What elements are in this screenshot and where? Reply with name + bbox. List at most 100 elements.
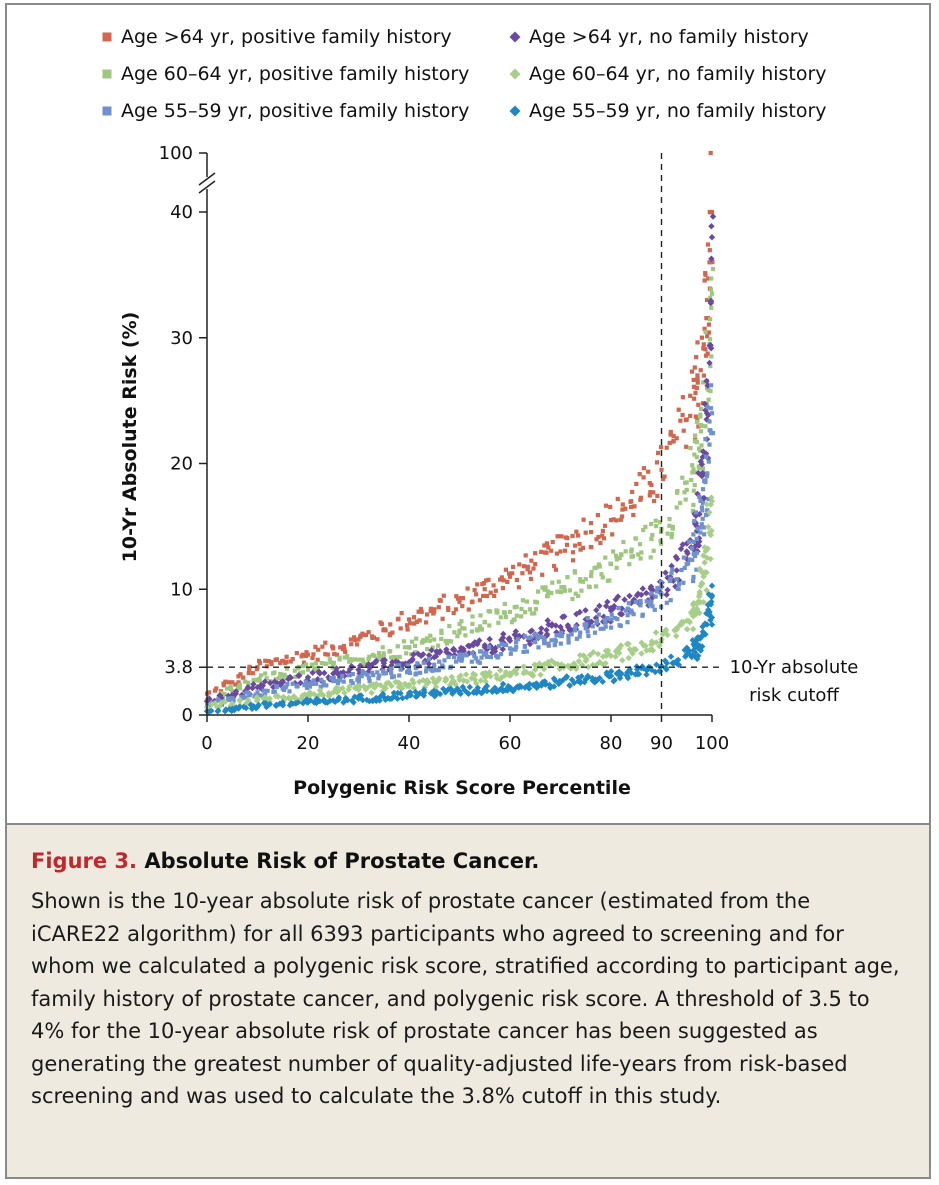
data-point bbox=[241, 675, 246, 680]
data-point bbox=[464, 689, 471, 697]
data-point bbox=[548, 657, 555, 664]
data-point bbox=[639, 585, 646, 592]
data-point bbox=[617, 642, 625, 649]
data-point bbox=[319, 677, 324, 683]
data-point bbox=[690, 546, 695, 551]
data-point bbox=[316, 647, 321, 652]
data-point bbox=[698, 498, 703, 504]
data-point bbox=[705, 471, 710, 476]
data-point bbox=[674, 577, 679, 582]
data-point bbox=[242, 679, 248, 684]
data-point bbox=[585, 663, 592, 671]
data-point bbox=[665, 531, 670, 536]
data-point bbox=[230, 689, 235, 694]
data-point bbox=[667, 440, 672, 445]
data-point bbox=[634, 666, 641, 673]
data-point bbox=[700, 487, 706, 492]
data-point bbox=[563, 548, 568, 553]
data-point bbox=[360, 669, 365, 674]
data-point bbox=[477, 677, 484, 684]
data-point bbox=[425, 652, 433, 659]
data-point bbox=[251, 677, 256, 682]
data-point bbox=[700, 467, 705, 472]
data-point bbox=[436, 668, 441, 673]
data-point bbox=[545, 594, 550, 599]
data-point bbox=[668, 432, 673, 437]
data-point bbox=[675, 661, 683, 669]
data-point bbox=[670, 659, 677, 666]
data-point bbox=[650, 532, 655, 538]
data-point bbox=[550, 539, 555, 545]
data-point bbox=[460, 656, 465, 661]
data-point bbox=[255, 690, 260, 695]
data-point bbox=[693, 523, 700, 530]
data-point bbox=[553, 629, 560, 636]
data-point bbox=[709, 213, 717, 220]
data-point bbox=[421, 684, 428, 691]
data-point bbox=[416, 678, 423, 685]
data-point bbox=[574, 529, 579, 534]
x-tick-label: 0 bbox=[201, 733, 212, 754]
data-point bbox=[602, 523, 608, 528]
data-point bbox=[531, 566, 536, 571]
data-point bbox=[692, 452, 697, 457]
data-point bbox=[264, 676, 269, 681]
data-point bbox=[703, 416, 710, 423]
y-axis-label: 10-Yr Absolute Risk (%) bbox=[119, 312, 141, 563]
data-point bbox=[405, 670, 410, 675]
data-point bbox=[673, 626, 680, 633]
data-point bbox=[664, 600, 669, 605]
data-point bbox=[512, 667, 519, 674]
data-point bbox=[610, 602, 618, 610]
data-point bbox=[489, 688, 496, 695]
data-point bbox=[457, 652, 462, 657]
y-tick-label: 100 bbox=[159, 143, 193, 164]
data-point bbox=[248, 705, 256, 712]
data-point bbox=[466, 607, 471, 612]
data-point bbox=[245, 684, 252, 692]
data-point bbox=[304, 685, 310, 690]
data-point bbox=[561, 613, 568, 620]
data-point bbox=[254, 684, 261, 691]
data-point bbox=[626, 601, 631, 606]
data-point bbox=[431, 679, 438, 686]
data-point bbox=[689, 601, 697, 608]
data-point bbox=[350, 681, 355, 686]
data-point bbox=[349, 642, 354, 647]
data-point bbox=[472, 654, 477, 659]
data-point bbox=[436, 643, 441, 648]
data-point bbox=[566, 633, 571, 638]
data-point bbox=[519, 614, 524, 619]
data-point bbox=[453, 607, 459, 612]
data-point bbox=[492, 593, 497, 598]
data-point bbox=[233, 682, 238, 687]
data-point bbox=[487, 644, 492, 649]
data-point bbox=[293, 674, 298, 679]
data-point bbox=[373, 681, 380, 689]
data-point bbox=[352, 657, 357, 662]
data-point bbox=[471, 639, 479, 646]
data-point bbox=[632, 504, 637, 509]
data-point bbox=[612, 596, 619, 603]
data-point bbox=[356, 637, 361, 642]
data-point bbox=[706, 496, 711, 502]
data-point bbox=[523, 683, 530, 690]
data-point bbox=[612, 653, 619, 660]
data-point bbox=[698, 530, 703, 535]
data-point bbox=[237, 697, 244, 704]
data-point bbox=[415, 661, 420, 666]
legend-label: Age 60–64 yr, positive family history bbox=[121, 63, 469, 85]
data-point bbox=[424, 666, 429, 671]
data-point bbox=[344, 697, 351, 704]
data-point bbox=[689, 637, 696, 644]
data-point bbox=[473, 656, 479, 661]
data-point bbox=[499, 688, 507, 695]
data-point bbox=[260, 693, 265, 698]
data-point bbox=[507, 571, 512, 576]
data-point bbox=[593, 661, 600, 668]
scatter-chart: Age >64 yr, positive family history Age >… bbox=[102, 26, 858, 799]
data-point bbox=[691, 384, 696, 389]
data-point bbox=[623, 608, 628, 613]
data-point bbox=[491, 648, 499, 655]
data-point bbox=[475, 628, 480, 633]
